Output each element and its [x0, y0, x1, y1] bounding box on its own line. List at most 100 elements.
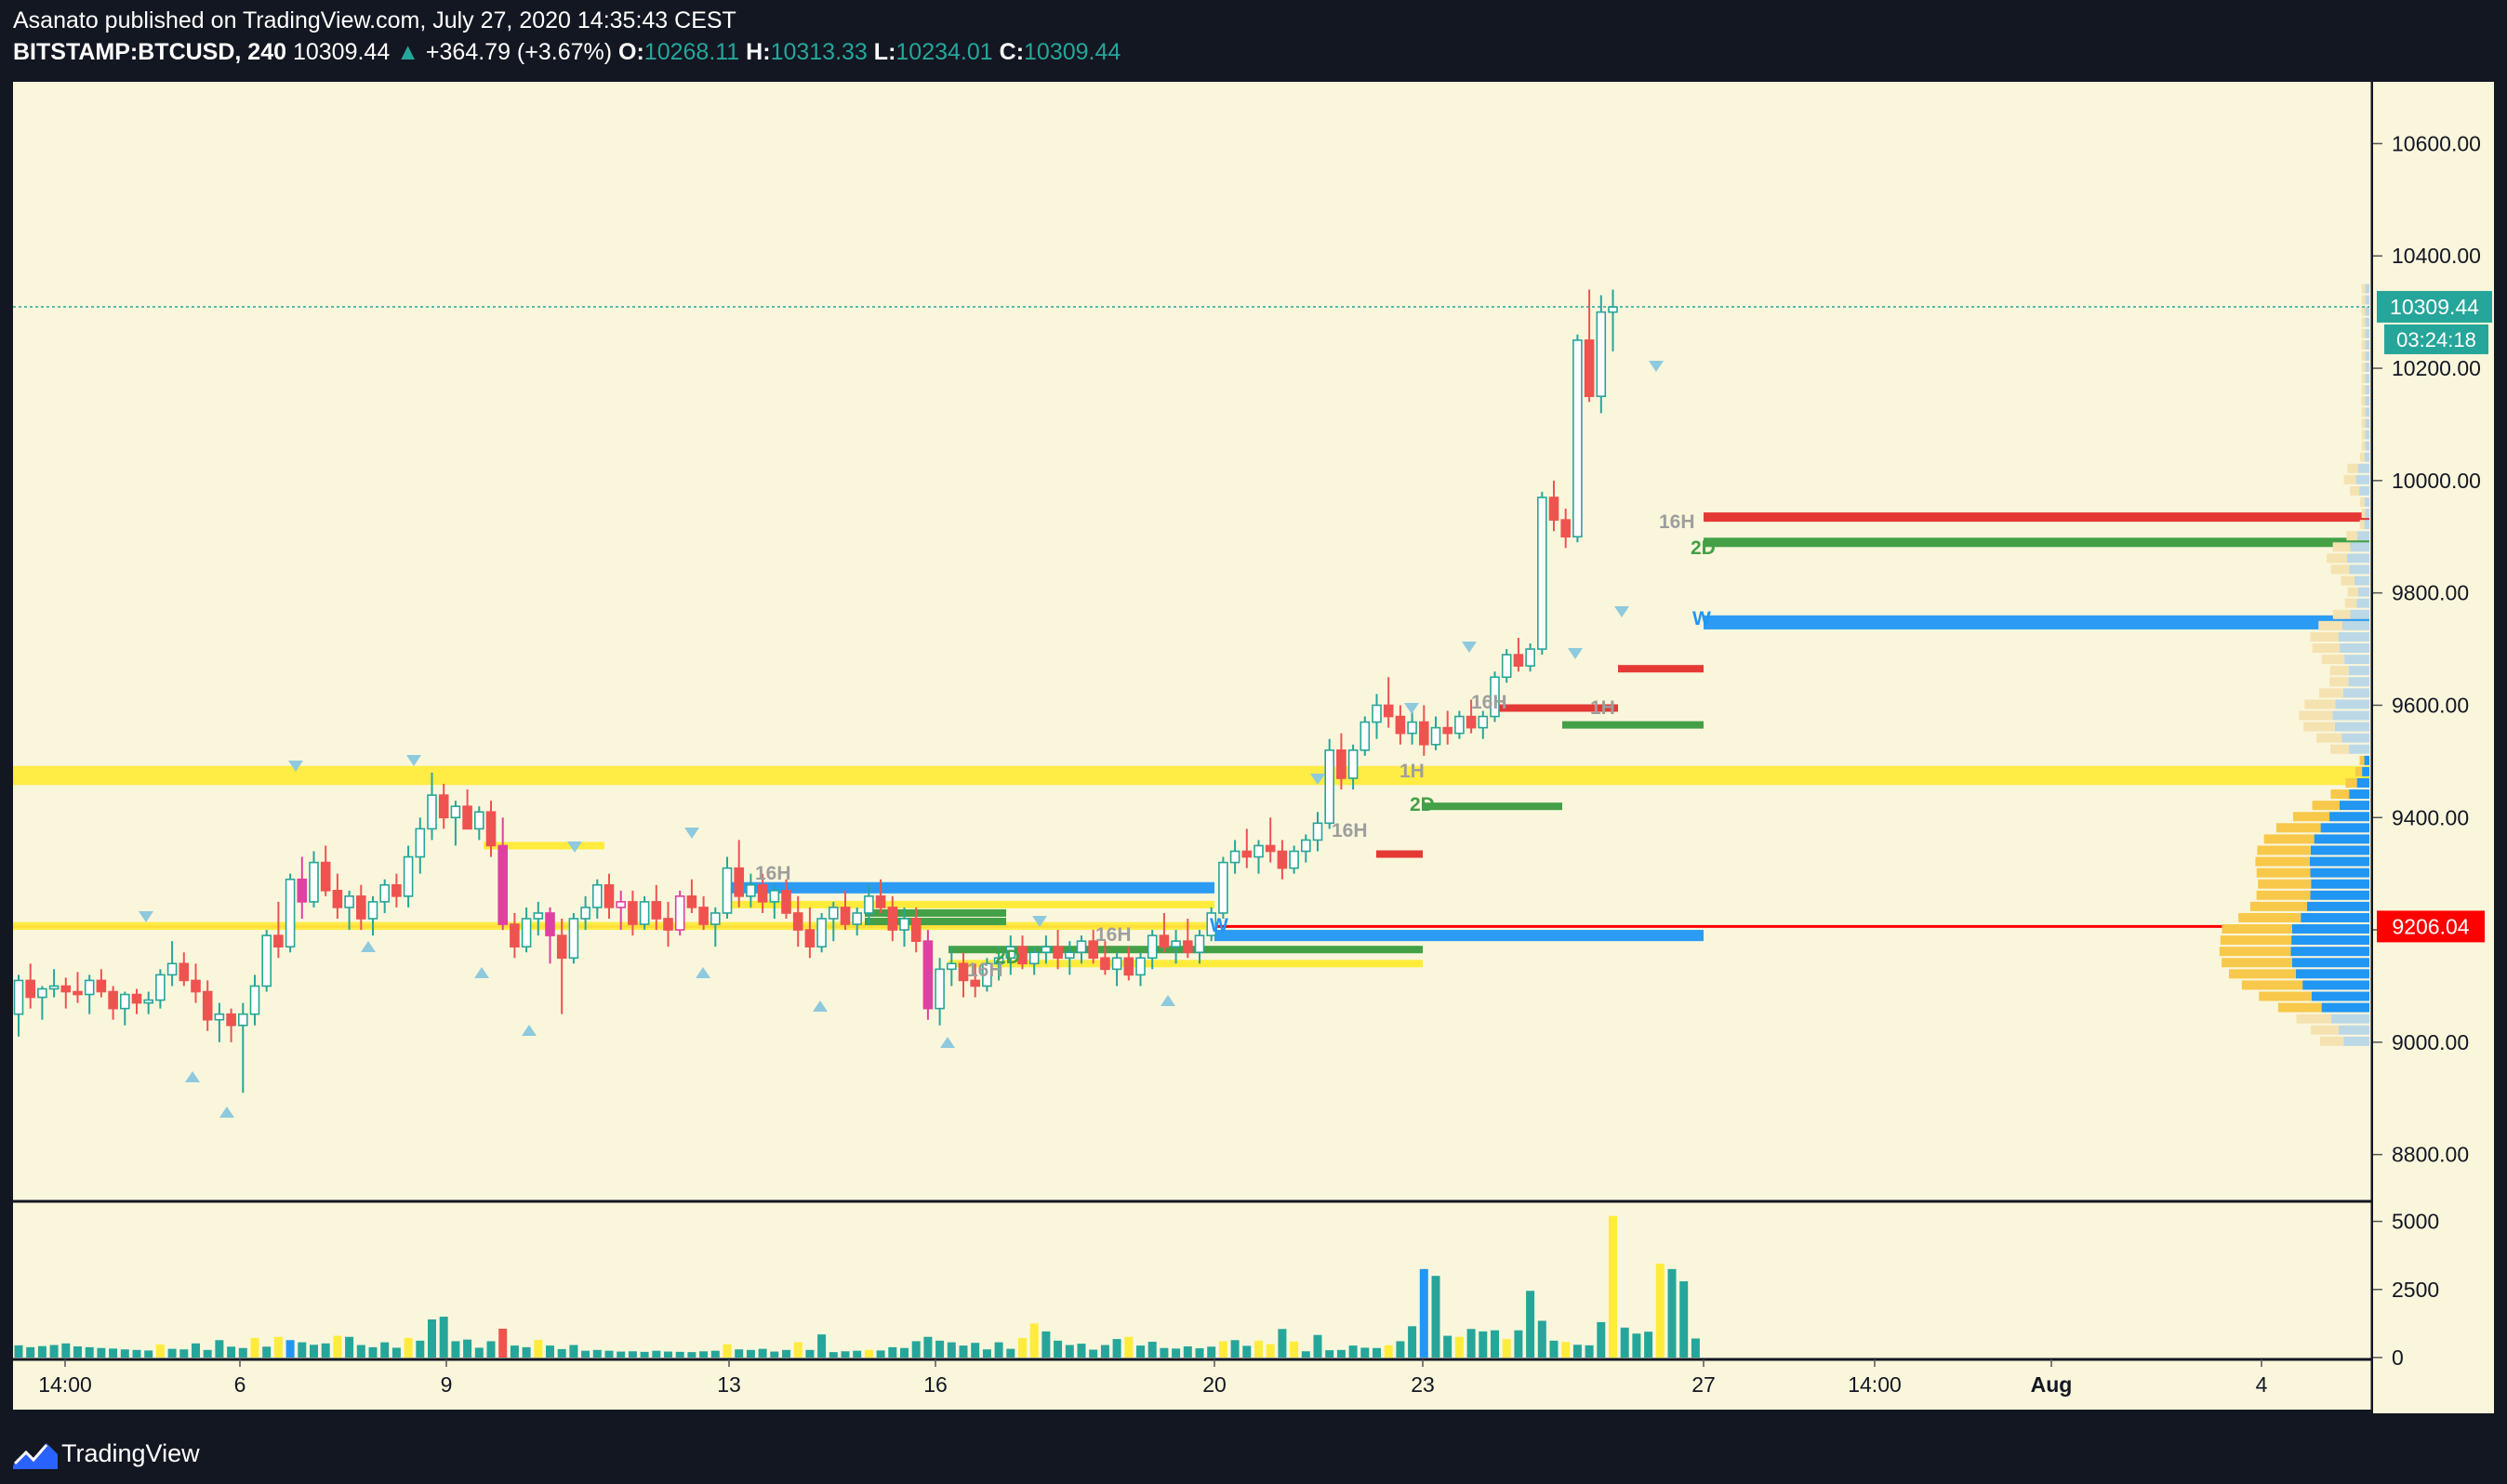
candle-body [143, 999, 153, 1004]
profile-row-buy [2348, 677, 2369, 687]
candle-body [1265, 844, 1276, 853]
volume-bar [404, 1337, 413, 1358]
profile-row-sell [2258, 879, 2312, 889]
volume-bar [238, 1347, 247, 1358]
candle-body [804, 929, 816, 947]
candle-body [993, 957, 1004, 965]
chart-frame[interactable]: 10600.00 10400.00 10200.00 10000.00 9800.00 9… [0, 76, 2507, 1415]
profile-row-sell [2330, 564, 2350, 575]
candle-body [639, 901, 650, 925]
last-price: 10309.44 [292, 39, 391, 65]
volume-bar [853, 1350, 862, 1358]
volume-bar [1373, 1347, 1381, 1358]
candle-body [1572, 339, 1583, 538]
volume-bar [298, 1342, 307, 1358]
open-label: O: [618, 39, 644, 65]
profile-row-sell [2296, 1014, 2331, 1024]
candle-body [875, 895, 886, 908]
profile-row-sell [2361, 396, 2366, 406]
candle-body [332, 889, 343, 908]
profile-row-buy [2365, 339, 2369, 350]
level-annotation: W [1210, 915, 1228, 936]
profile-row-buy [2365, 363, 2369, 373]
time-axis[interactable]: 14:00 6 9 13 16 20 23 27 14:00 Aug 4 [38, 1359, 2268, 1397]
volume-bar [416, 1340, 425, 1358]
price-axis[interactable]: 10600.00 10400.00 10200.00 10000.00 9800.00 9… [2373, 131, 2481, 1167]
volume-bar [1065, 1345, 1074, 1358]
profile-row-sell [2259, 991, 2312, 1001]
profile-row-buy [2310, 868, 2369, 878]
volume-bar [935, 1340, 945, 1358]
candle-body [710, 912, 721, 925]
profile-row-sell [2361, 407, 2366, 417]
profile-row-sell [2249, 901, 2307, 911]
sell-signal-icon [288, 761, 303, 772]
profile-row-sell [2359, 520, 2365, 530]
volume-bar [1644, 1332, 1653, 1358]
time-tick-label: 6 [234, 1372, 246, 1397]
volume-bar [155, 1344, 165, 1358]
profile-row-buy [2359, 485, 2369, 496]
profile-row-buy [2330, 1014, 2369, 1024]
volume-bar [1466, 1329, 1476, 1358]
brand-name[interactable]: TradingView [61, 1439, 200, 1467]
volume-bar [758, 1348, 767, 1358]
price-tick-label: 8800.00 [2392, 1143, 2469, 1167]
profile-row-sell [2299, 710, 2333, 721]
price-labels: 10309.44 03:24:18 9206.04 [2377, 290, 2492, 943]
candle-body [935, 968, 945, 1010]
volume-bar [1089, 1349, 1098, 1358]
volume-bar [1195, 1348, 1204, 1358]
symbol-name[interactable]: BITSTAMP:BTCUSD, 240 [13, 39, 287, 65]
candle-body [580, 907, 590, 920]
profile-row-sell [2220, 935, 2292, 946]
volume-bar [428, 1319, 436, 1358]
volume-bar [675, 1351, 684, 1358]
volume-bar [569, 1345, 578, 1358]
volume-bar [1491, 1330, 1499, 1358]
candle-body [166, 962, 178, 976]
price-chart[interactable]: 10600.00 10400.00 10200.00 10000.00 9800.00 9… [0, 76, 2507, 1415]
candle-body [1478, 715, 1489, 729]
sell-signal-icon [406, 755, 421, 766]
candle-body [379, 883, 391, 903]
tradingview-logo-icon[interactable] [11, 1438, 60, 1471]
buy-signal-icon [185, 1071, 200, 1082]
level-segment [948, 960, 1423, 968]
profile-row-sell [2316, 733, 2342, 743]
candle-body [355, 895, 366, 920]
level-annotation: 2D [995, 947, 1020, 968]
profile-row-sell [2222, 958, 2292, 968]
candle-body [1608, 306, 1618, 313]
candle-body [191, 979, 201, 993]
volume-bar [947, 1342, 956, 1358]
volume-bar [61, 1343, 71, 1358]
profile-row-sell [2330, 789, 2350, 800]
volume-bar [321, 1343, 330, 1358]
buy-signal-icon [696, 967, 710, 978]
time-tick-label: 27 [1691, 1372, 1716, 1397]
profile-row-buy [2314, 834, 2369, 844]
profile-row-sell [2361, 339, 2366, 350]
candle-body [1028, 951, 1040, 965]
candle-body [852, 912, 863, 925]
open-value: 10268.11 [643, 39, 740, 65]
volume-bar [1029, 1323, 1039, 1358]
candle-body [769, 889, 780, 903]
candle-body [591, 883, 603, 908]
profile-row-buy [2343, 1036, 2369, 1046]
level-segment [1618, 665, 1704, 673]
profile-row-buy [2364, 755, 2369, 765]
candle-body [746, 883, 756, 897]
candle-body [84, 979, 95, 996]
candle-body [155, 974, 166, 1001]
profile-row-sell [2228, 969, 2296, 979]
profile-row-sell [2347, 463, 2358, 473]
volume-bar [215, 1340, 224, 1358]
level-band [13, 765, 2369, 786]
volume-bar [1124, 1336, 1134, 1358]
volume-bar [994, 1342, 1003, 1358]
profile-row-buy [2355, 474, 2369, 484]
profile-row-sell [2256, 890, 2311, 900]
plot-area [13, 82, 2371, 1410]
